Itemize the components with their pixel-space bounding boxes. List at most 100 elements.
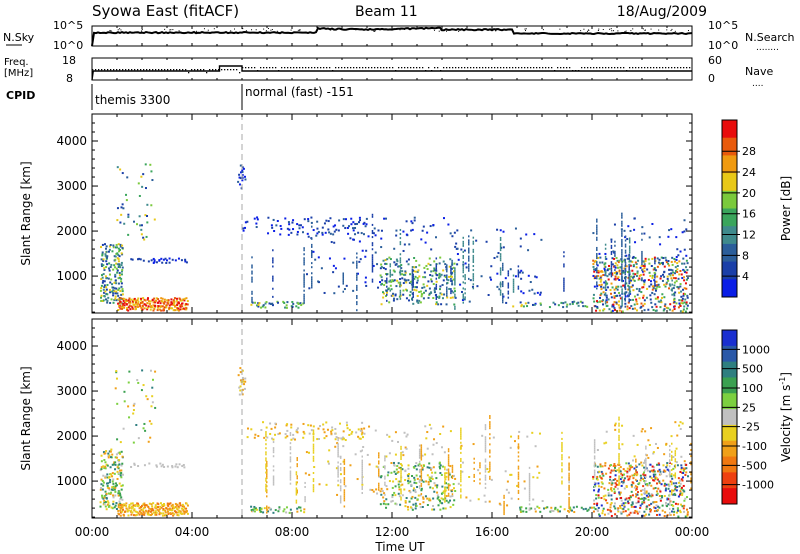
range-cell	[422, 480, 425, 483]
range-cell	[238, 183, 241, 186]
range-cell	[613, 469, 616, 472]
range-cell	[420, 454, 423, 457]
range-cell	[621, 265, 623, 268]
range-cell	[468, 259, 470, 262]
range-cell	[464, 276, 466, 279]
range-cell	[337, 285, 340, 288]
range-cell	[174, 502, 177, 505]
range-cell	[321, 226, 324, 229]
range-cell	[102, 258, 105, 261]
range-cell	[680, 302, 683, 305]
range-cell	[125, 298, 128, 301]
nave-dot	[290, 67, 292, 69]
range-cell	[269, 507, 272, 510]
nave-dot	[404, 67, 406, 69]
range-cell	[630, 275, 633, 278]
nave-dot	[557, 67, 559, 69]
range-cell	[130, 298, 133, 301]
nsearch-dot	[270, 29, 272, 31]
range-cell	[512, 278, 515, 281]
range-cell	[490, 265, 493, 268]
range-cell	[356, 274, 358, 277]
range-cell	[632, 264, 635, 267]
range-cell	[439, 288, 442, 291]
range-cell	[356, 252, 358, 255]
range-cell	[304, 485, 306, 488]
range-cell	[489, 437, 491, 440]
range-cell	[468, 251, 470, 254]
range-cell	[604, 494, 607, 497]
range-cell	[104, 465, 107, 468]
range-cell	[420, 458, 423, 461]
range-cell	[148, 513, 151, 516]
range-cell	[597, 271, 600, 274]
range-cell	[645, 467, 647, 470]
range-cell	[624, 302, 627, 305]
range-cell	[505, 301, 508, 304]
range-cell	[361, 436, 364, 439]
range-cell	[119, 511, 122, 514]
range-cell	[645, 445, 647, 448]
beam-title: Beam 11	[355, 4, 418, 20]
range-cell	[152, 509, 155, 512]
range-cell	[182, 307, 185, 310]
range-cell	[374, 251, 377, 254]
range-cell	[624, 288, 627, 291]
range-cell	[677, 287, 680, 290]
range-cell	[657, 261, 660, 264]
range-cell	[390, 500, 393, 503]
range-cell	[563, 281, 565, 284]
range-cell	[653, 267, 656, 270]
range-cell	[303, 249, 305, 252]
range-cell	[642, 485, 645, 488]
range-cell	[435, 293, 438, 296]
range-cell	[110, 263, 113, 266]
range-cell	[125, 507, 128, 510]
range-cell	[140, 306, 143, 309]
range-cell	[130, 513, 133, 516]
range-cell	[119, 497, 122, 500]
range-cell	[408, 281, 411, 284]
range-cell	[163, 309, 166, 312]
range-cell	[346, 226, 349, 229]
range-cell	[342, 445, 345, 448]
range-cell	[266, 436, 269, 439]
range-cell	[385, 455, 388, 458]
range-cell	[621, 292, 623, 295]
range-cell	[682, 292, 685, 295]
range-cell	[651, 288, 654, 291]
range-cell	[290, 231, 293, 234]
range-cell	[386, 285, 388, 288]
range-cell	[123, 400, 126, 403]
range-cell	[435, 267, 438, 270]
range-cell	[405, 279, 408, 282]
range-cell	[109, 244, 112, 247]
range-cell	[447, 472, 450, 475]
range-cell	[114, 295, 117, 298]
range-cell	[131, 307, 134, 310]
range-cell	[655, 482, 658, 485]
range-cell	[265, 439, 267, 442]
range-cell	[410, 497, 413, 500]
range-cell	[507, 270, 510, 273]
range-cell	[273, 230, 276, 233]
range-cell	[625, 265, 628, 268]
nave-dot	[491, 67, 493, 69]
range-cell	[160, 309, 163, 312]
range-cell	[289, 458, 292, 461]
nave-dot	[470, 67, 472, 69]
range-cell	[593, 499, 596, 502]
range-cell	[114, 387, 117, 390]
range-cell	[420, 470, 423, 473]
nsky-trace	[91, 26, 693, 47]
range-cell	[171, 307, 174, 310]
range-cell	[651, 285, 654, 288]
range-cell	[534, 510, 537, 513]
range-cell	[124, 510, 127, 513]
range-cell	[296, 477, 298, 480]
range-cell	[586, 509, 589, 512]
range-cell	[239, 367, 242, 370]
y-tick-label: 3000	[56, 179, 87, 193]
range-cell	[407, 477, 410, 480]
range-cell	[624, 498, 627, 501]
